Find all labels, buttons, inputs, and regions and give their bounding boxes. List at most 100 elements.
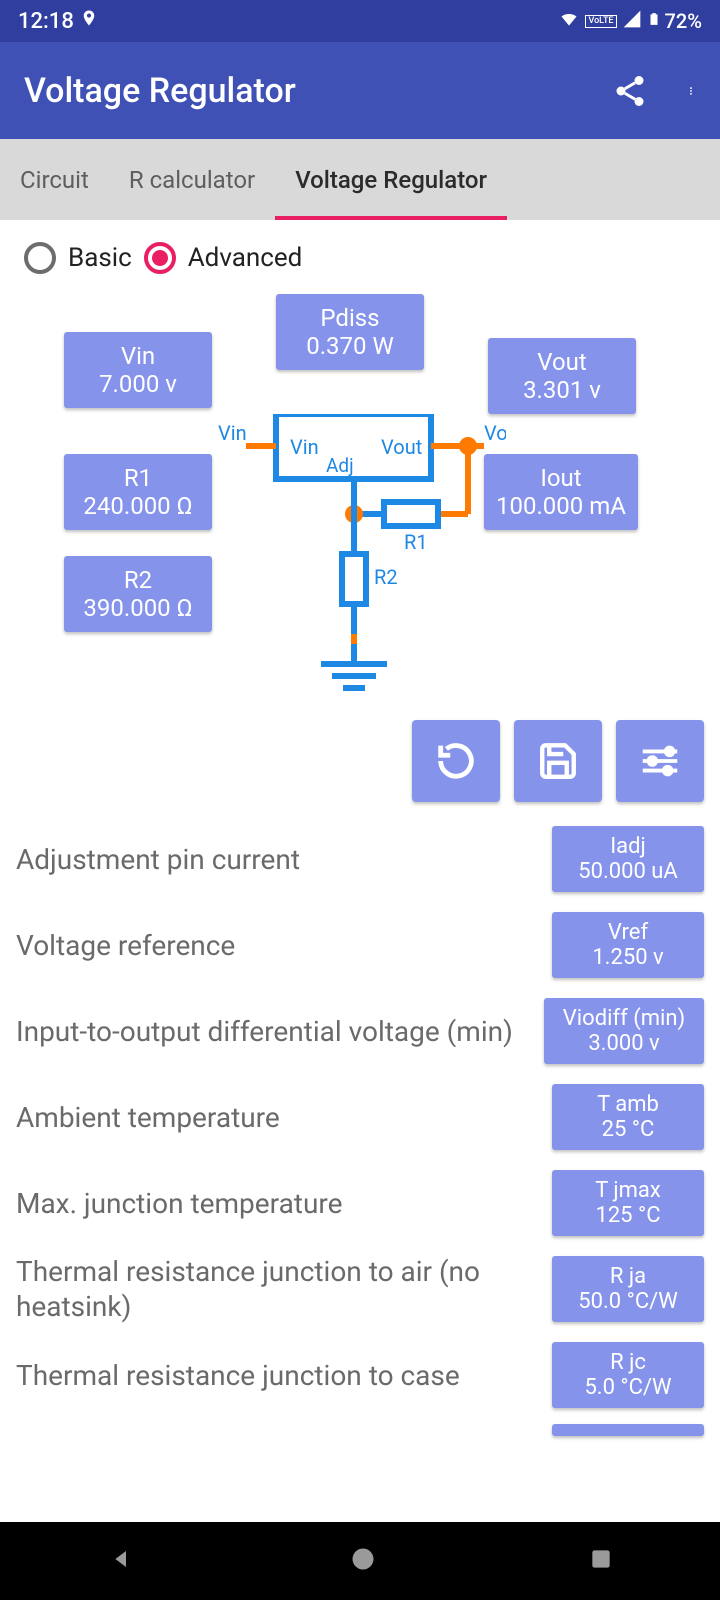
param-chip-rja[interactable]: R ja 50.0 °C/W: [552, 1256, 704, 1322]
param-chip-rjc[interactable]: R jc 5.0 °C/W: [552, 1342, 704, 1408]
param-value: 100.000 mA: [496, 492, 626, 520]
param-desc: Voltage reference: [16, 928, 542, 963]
param-desc: Ambient temperature: [16, 1100, 542, 1135]
param-row: Input-to-output differential voltage (mi…: [16, 992, 704, 1070]
radio-advanced[interactable]: [144, 242, 176, 274]
param-value: 240.000 Ω: [76, 492, 200, 520]
chip-value: 25 °C: [558, 1117, 698, 1142]
app-title: Voltage Regulator: [24, 71, 296, 111]
battery-icon: [647, 8, 661, 35]
param-chip-tamb[interactable]: T amb 25 °C: [552, 1084, 704, 1150]
param-box-vin[interactable]: Vin 7.000 v: [64, 332, 212, 408]
app-actions: [612, 73, 696, 109]
param-label: Vin: [76, 342, 200, 370]
param-box-r2[interactable]: R2 390.000 Ω: [64, 556, 212, 632]
diagram-vin-label: Vin: [290, 435, 319, 459]
location-icon: [80, 7, 98, 35]
param-value: 390.000 Ω: [76, 594, 200, 622]
chip-label: Vref: [558, 920, 698, 945]
signal-icon: [621, 9, 643, 34]
diagram-vout-label: Vout: [381, 435, 422, 459]
status-left: 12:18: [18, 7, 98, 35]
chip-label: T amb: [558, 1092, 698, 1117]
chip-label: R jc: [558, 1350, 698, 1375]
diagram-vo-label: Vo: [484, 421, 506, 445]
param-desc: Adjustment pin current: [16, 842, 542, 877]
settings-button[interactable]: [616, 720, 704, 802]
mode-basic-label: Basic: [68, 243, 132, 273]
param-row: Max. junction temperature T jmax 125 °C: [16, 1164, 704, 1242]
nav-recent-icon[interactable]: [588, 1546, 614, 1576]
radio-basic[interactable]: [24, 242, 56, 274]
reset-button[interactable]: [412, 720, 500, 802]
share-icon[interactable]: [612, 73, 648, 109]
param-value: 3.301 v: [500, 376, 624, 404]
mode-advanced-label: Advanced: [188, 243, 303, 273]
param-row: Ambient temperature T amb 25 °C: [16, 1078, 704, 1156]
status-right: VoLTE 72%: [557, 8, 702, 35]
param-desc: Max. junction temperature: [16, 1186, 542, 1221]
param-row: [16, 1422, 704, 1438]
diagram-adj-label: Adj: [326, 454, 354, 477]
chip-label: T jmax: [558, 1178, 698, 1203]
param-desc: Thermal resistance junction to air (no h…: [16, 1254, 542, 1324]
param-box-r1[interactable]: R1 240.000 Ω: [64, 454, 212, 530]
chip-value: 5.0 °C/W: [558, 1375, 698, 1400]
circuit-diagram-area: Pdiss 0.370 W Vin 7.000 v Vout 3.301 v R…: [16, 294, 704, 714]
param-row: Voltage reference Vref 1.250 v: [16, 906, 704, 984]
navigation-bar: [0, 1522, 720, 1600]
chip-value: 50.000 uA: [558, 859, 698, 884]
param-chip-partial[interactable]: [552, 1424, 704, 1436]
chip-value: 3.000 v: [550, 1031, 698, 1056]
action-row: [16, 720, 704, 802]
battery-text: 72%: [665, 9, 702, 33]
nav-back-icon[interactable]: [106, 1543, 138, 1579]
param-chip-vref[interactable]: Vref 1.250 v: [552, 912, 704, 978]
param-row: Thermal resistance junction to case R jc…: [16, 1336, 704, 1414]
status-bar: 12:18 VoLTE 72%: [0, 0, 720, 42]
param-row: Adjustment pin current Iadj 50.000 uA: [16, 820, 704, 898]
parameter-list: Adjustment pin current Iadj 50.000 uA Vo…: [16, 820, 704, 1438]
chip-label: Viodiff (min): [550, 1006, 698, 1031]
param-label: Vout: [500, 348, 624, 376]
chip-label: Iadj: [558, 834, 698, 859]
nav-home-icon[interactable]: [349, 1545, 377, 1577]
param-value: 7.000 v: [76, 370, 200, 398]
param-label: Iout: [496, 464, 626, 492]
chip-value: 125 °C: [558, 1203, 698, 1228]
tab-bar: Circuit R calculator Voltage Regulator: [0, 139, 720, 220]
tab-label: Circuit: [20, 166, 89, 194]
wifi-icon: [557, 9, 581, 34]
status-time: 12:18: [18, 9, 74, 34]
param-row: Thermal resistance junction to air (no h…: [16, 1250, 704, 1328]
diagram-r2-label: R2: [374, 565, 398, 589]
param-chip-viodiff[interactable]: Viodiff (min) 3.000 v: [544, 998, 704, 1064]
param-label: Pdiss: [288, 304, 412, 332]
circuit-schematic: Vin Vout Adj Vin Vo R1 R2: [206, 414, 506, 704]
volte-icon: VoLTE: [585, 15, 616, 28]
param-box-pdiss[interactable]: Pdiss 0.370 W: [276, 294, 424, 370]
param-value: 0.370 W: [288, 332, 412, 360]
content: Basic Advanced Pdiss 0.370 W Vin 7.000 v…: [0, 220, 720, 1438]
more-icon[interactable]: [686, 73, 696, 109]
param-box-vout[interactable]: Vout 3.301 v: [488, 338, 636, 414]
param-label: R2: [76, 566, 200, 594]
param-chip-iadj[interactable]: Iadj 50.000 uA: [552, 826, 704, 892]
param-desc: Thermal resistance junction to case: [16, 1358, 542, 1393]
param-box-iout[interactable]: Iout 100.000 mA: [484, 454, 638, 530]
app-bar: Voltage Regulator: [0, 42, 720, 139]
tab-voltage-regulator[interactable]: Voltage Regulator: [275, 139, 507, 220]
diagram-vin-ext: Vin: [218, 421, 247, 445]
chip-label: R ja: [558, 1264, 698, 1289]
tab-r-calculator[interactable]: R calculator: [109, 139, 275, 220]
mode-selector: Basic Advanced: [16, 242, 704, 274]
chip-value: 50.0 °C/W: [558, 1289, 698, 1314]
tab-circuit[interactable]: Circuit: [0, 139, 109, 220]
param-label: R1: [76, 464, 200, 492]
chip-value: 1.250 v: [558, 945, 698, 970]
save-button[interactable]: [514, 720, 602, 802]
diagram-r1-label: R1: [404, 530, 428, 554]
param-chip-tjmax[interactable]: T jmax 125 °C: [552, 1170, 704, 1236]
param-desc: Input-to-output differential voltage (mi…: [16, 1014, 534, 1049]
tab-label: R calculator: [129, 166, 255, 194]
